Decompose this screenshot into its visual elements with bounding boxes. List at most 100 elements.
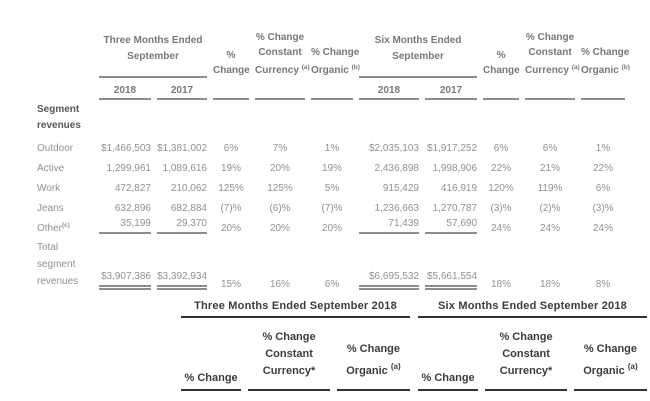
row-label: Active bbox=[37, 163, 65, 174]
footnote-a-marker: (a) bbox=[627, 362, 638, 371]
pct-cell: (6)% bbox=[269, 203, 291, 214]
table-row-active: Active 1,299,961 1,089,616 19% 20% 19% 2… bbox=[34, 154, 628, 174]
total-row: Total segment revenues $3,907,386 $3,392… bbox=[34, 234, 628, 290]
revenue-cell: 416,919 bbox=[440, 183, 478, 194]
header-text: Organic bbox=[311, 65, 349, 76]
total-pct-cell: 8% bbox=[595, 279, 611, 290]
revenue-cell: 472,827 bbox=[114, 183, 151, 194]
bottom-header-line: % Change bbox=[421, 372, 475, 384]
revenue-cell: 1,299,961 bbox=[106, 163, 152, 174]
bottom-col-pct-change: % Change bbox=[418, 318, 479, 391]
table-row-outdoor: Outdoor $1,466,503 $1,381,002 6% 7% 1% $… bbox=[34, 134, 628, 154]
total-revenue-cell: $3,907,386 bbox=[99, 271, 151, 290]
pct-cell: 125% bbox=[267, 183, 293, 194]
revenue-cell: 2,436,898 bbox=[374, 163, 420, 174]
bottom-col-organic: % Change Organic (a) bbox=[573, 318, 647, 391]
bottom-header-line: Currency* bbox=[262, 365, 316, 377]
percent-change-summary-table: Three Months Ended September 2018 % Chan… bbox=[181, 300, 647, 391]
bottom-header-line: % Change bbox=[346, 343, 401, 355]
header-line: Change bbox=[483, 65, 520, 76]
revenue-cell: 35,199 bbox=[99, 218, 151, 234]
bottom-header-line: % Change bbox=[499, 331, 553, 343]
column-underline bbox=[525, 96, 576, 100]
total-pct-cell: 15% bbox=[220, 279, 241, 290]
header-text: Currency bbox=[525, 65, 569, 76]
column-underline bbox=[483, 96, 520, 100]
header-pct-change: % Change bbox=[213, 48, 250, 78]
revenue-cell: 1,236,663 bbox=[374, 203, 420, 214]
empty-cell bbox=[34, 22, 96, 78]
bottom-group-title: Three Months Ended September 2018 bbox=[181, 300, 410, 318]
segment-revenues-table: Three Months Ended September % Change % … bbox=[34, 22, 630, 290]
pct-cell: (2)% bbox=[539, 203, 561, 214]
header-line: % Change bbox=[255, 32, 305, 43]
header-constant-currency: % Change Constant Currency (a) bbox=[525, 30, 580, 78]
pct-cell: 1% bbox=[324, 143, 340, 154]
revenue-cell: 682,884 bbox=[170, 203, 207, 214]
header-line: % Change bbox=[525, 32, 575, 43]
segment-revenues-label: Segment revenues bbox=[37, 102, 625, 134]
pct-cell: 5% bbox=[324, 183, 340, 194]
pct-cell: 19% bbox=[321, 163, 342, 174]
pct-cell: 20% bbox=[220, 223, 241, 234]
bottom-col-constant-currency: % Change Constant Currency* bbox=[248, 318, 330, 391]
header-line: Organic (b) bbox=[311, 60, 360, 78]
revenue-cell: $1,917,252 bbox=[426, 143, 478, 154]
group-title-line: September bbox=[392, 51, 444, 62]
pct-cell: 20% bbox=[269, 163, 290, 174]
bottom-header-line: Currency* bbox=[499, 365, 553, 377]
footnote-a-marker: (a) bbox=[571, 64, 580, 71]
total-label-line: revenues bbox=[37, 276, 79, 287]
header-line: Constant bbox=[258, 47, 302, 58]
revenue-cell: 915,429 bbox=[382, 183, 419, 194]
pct-cell: (3)% bbox=[592, 203, 614, 214]
revenue-cell: $2,035,103 bbox=[368, 143, 419, 154]
total-pct-cell: 16% bbox=[269, 279, 290, 290]
bottom-group-three-months: Three Months Ended September 2018 % Chan… bbox=[181, 300, 410, 391]
total-revenue-cell: $5,661,554 bbox=[425, 271, 478, 290]
revenue-cell: $1,381,002 bbox=[157, 143, 208, 154]
table-row-work: Work 472,827 210,062 125% 125% 5% 915,42… bbox=[34, 174, 628, 194]
pct-cell: (3)% bbox=[490, 203, 512, 214]
section-label-line: revenues bbox=[37, 120, 81, 131]
header-line: % Change bbox=[581, 47, 630, 58]
pct-cell: 6% bbox=[595, 183, 611, 194]
bottom-header-text: Organic bbox=[346, 365, 388, 377]
footnote-a-marker: (a) bbox=[301, 64, 310, 71]
bottom-header-line: % Change bbox=[583, 343, 638, 355]
year-header: 2017 bbox=[157, 85, 207, 100]
pct-cell: 6% bbox=[223, 143, 239, 154]
pct-cell: (7)% bbox=[220, 203, 242, 214]
bottom-col-constant-currency: % Change Constant Currency* bbox=[485, 318, 567, 391]
footnote-b-marker: (b) bbox=[621, 64, 630, 71]
revenue-cell: 1,270,787 bbox=[432, 203, 478, 214]
pct-cell: 19% bbox=[220, 163, 241, 174]
pct-cell: 7% bbox=[272, 143, 288, 154]
header-text: Currency bbox=[255, 65, 299, 76]
header-line: Currency (a) bbox=[255, 60, 310, 78]
year-header: 2017 bbox=[425, 85, 478, 100]
bottom-col-organic: % Change Organic (a) bbox=[336, 318, 410, 391]
total-label-line: Total bbox=[37, 242, 59, 253]
header-line: Constant bbox=[528, 47, 572, 58]
pct-cell: 22% bbox=[593, 163, 614, 174]
bottom-col-pct-change: % Change bbox=[181, 318, 242, 391]
top-table-header-row-2: 2018 2017 2018 2017 bbox=[34, 78, 628, 100]
table-row-jeans: Jeans 632,896 682,884 (7)% (6)% (7)% 1,2… bbox=[34, 194, 628, 214]
row-label: Jeans bbox=[37, 203, 64, 214]
pct-cell: 6% bbox=[542, 143, 558, 154]
revenue-cell: 210,062 bbox=[170, 183, 207, 194]
header-pct-change: % Change bbox=[483, 48, 520, 78]
header-line: % bbox=[496, 50, 506, 61]
empty-cell bbox=[34, 78, 96, 100]
header-constant-currency: % Change Constant Currency (a) bbox=[255, 30, 310, 78]
row-label: Other bbox=[37, 223, 63, 234]
bottom-header-line: Organic (a) bbox=[337, 358, 410, 380]
pct-cell: 21% bbox=[540, 163, 561, 174]
column-underline bbox=[213, 96, 249, 100]
pct-cell: 120% bbox=[488, 183, 514, 194]
pct-cell: 125% bbox=[218, 183, 244, 194]
header-line: Currency (a) bbox=[525, 60, 580, 78]
pct-cell: 20% bbox=[269, 223, 290, 234]
